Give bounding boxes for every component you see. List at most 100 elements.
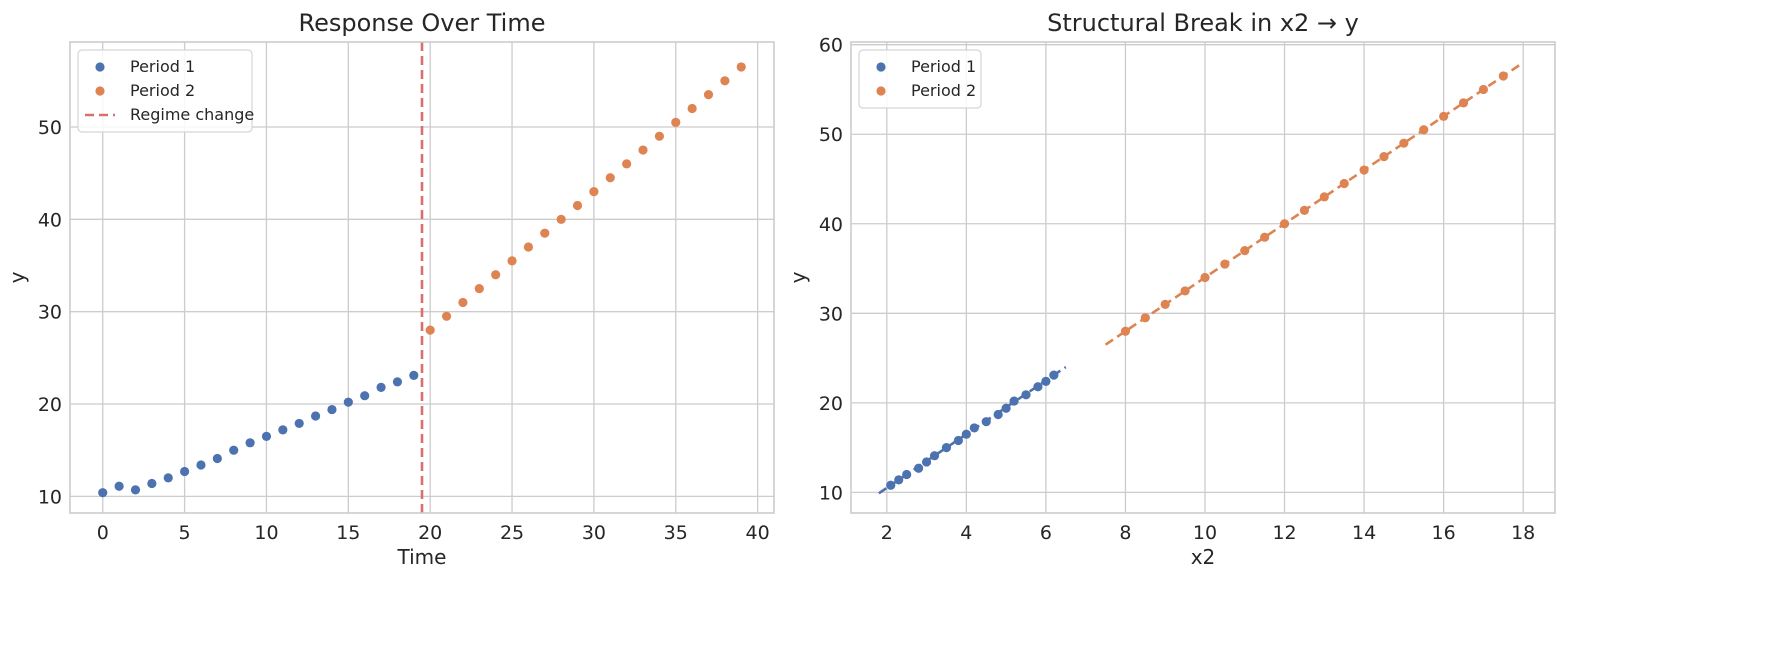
chart-panel-response-over-time: 0 5 10 15 20 25 30 35 40 10 20 30 40 50 Response Over… bbox=[5, 9, 775, 569]
legend-entry: Period 2 bbox=[911, 81, 976, 100]
legend-marker bbox=[876, 62, 886, 72]
data-point bbox=[1339, 178, 1349, 189]
data-point bbox=[1319, 192, 1329, 202]
data-point bbox=[1140, 313, 1150, 323]
chart-title: Response Over Time bbox=[299, 9, 546, 37]
x-tick-label: 10 bbox=[1193, 522, 1217, 544]
legend-marker bbox=[876, 86, 886, 96]
data-point bbox=[1049, 370, 1059, 380]
data-point bbox=[894, 475, 904, 485]
y-axis-label: y bbox=[5, 271, 29, 283]
data-point bbox=[491, 270, 501, 280]
data-point bbox=[736, 62, 746, 72]
legend-box bbox=[858, 49, 982, 109]
y-tick-label: 60 bbox=[819, 35, 843, 57]
data-point bbox=[886, 480, 896, 490]
data-point bbox=[294, 418, 304, 429]
data-point bbox=[953, 435, 963, 446]
data-point bbox=[1299, 205, 1310, 215]
data-point bbox=[1498, 71, 1508, 81]
data-point bbox=[458, 297, 468, 308]
x-tick-label: 10 bbox=[254, 522, 278, 544]
data-point bbox=[622, 159, 632, 169]
x-tick-label: 30 bbox=[582, 522, 606, 544]
data-point bbox=[1458, 98, 1469, 108]
data-point bbox=[921, 457, 932, 467]
data-point bbox=[196, 460, 206, 470]
data-point bbox=[327, 404, 337, 415]
data-point bbox=[1041, 376, 1051, 386]
x-tick-label: 2 bbox=[881, 522, 893, 544]
data-point bbox=[474, 283, 484, 294]
data-point bbox=[278, 425, 288, 435]
data-point bbox=[360, 391, 370, 401]
x-tick-label: 15 bbox=[336, 522, 360, 544]
y-tick-label: 10 bbox=[819, 482, 843, 504]
data-point bbox=[687, 103, 697, 114]
x-tick-label: 40 bbox=[746, 522, 770, 544]
data-point bbox=[1220, 259, 1230, 269]
data-point bbox=[392, 377, 403, 387]
data-point bbox=[1160, 299, 1170, 309]
data-point bbox=[343, 397, 353, 407]
data-point bbox=[1260, 232, 1270, 242]
data-point bbox=[654, 131, 664, 141]
data-point bbox=[1439, 111, 1449, 121]
y-tick-label: 40 bbox=[819, 214, 843, 236]
y-tick-label: 30 bbox=[38, 302, 62, 324]
x-tick-label: 0 bbox=[97, 522, 109, 544]
x-axis-label: Time bbox=[397, 545, 447, 569]
x-tick-label: 12 bbox=[1272, 522, 1296, 544]
data-point bbox=[212, 453, 222, 464]
data-point bbox=[147, 478, 157, 489]
data-point bbox=[98, 488, 108, 498]
data-point bbox=[1279, 219, 1290, 229]
data-point bbox=[229, 445, 239, 455]
x-tick-label: 5 bbox=[179, 522, 191, 544]
data-point bbox=[572, 200, 583, 211]
legend-entry: Period 1 bbox=[911, 57, 976, 76]
data-point bbox=[409, 370, 419, 380]
data-point bbox=[1021, 390, 1031, 400]
legend-box bbox=[77, 49, 253, 133]
legend-entry: Period 2 bbox=[130, 81, 195, 100]
x-tick-label: 20 bbox=[418, 522, 442, 544]
data-point bbox=[1379, 152, 1389, 162]
data-point bbox=[114, 481, 124, 491]
y-tick-label: 50 bbox=[819, 124, 843, 146]
legend-entry: Regime change bbox=[130, 105, 254, 124]
x-tick-label: 4 bbox=[960, 522, 972, 544]
data-point bbox=[1033, 382, 1043, 392]
data-point bbox=[941, 443, 952, 453]
data-point bbox=[1240, 246, 1250, 256]
legend: Period 1 Period 2 Regime change bbox=[77, 49, 254, 133]
data-point bbox=[720, 76, 730, 86]
data-point bbox=[929, 451, 940, 461]
data-point bbox=[261, 431, 272, 441]
data-point bbox=[981, 417, 991, 427]
data-point bbox=[969, 423, 979, 433]
y-tick-label: 20 bbox=[819, 393, 843, 415]
data-point bbox=[961, 429, 971, 439]
x-tick-label: 16 bbox=[1432, 522, 1456, 544]
data-point bbox=[638, 145, 648, 155]
data-point bbox=[1359, 165, 1369, 175]
legend: Period 1 Period 2 bbox=[858, 49, 982, 109]
y-tick-label: 10 bbox=[38, 486, 62, 508]
data-point bbox=[180, 466, 190, 477]
data-point bbox=[507, 256, 517, 266]
data-point bbox=[605, 173, 615, 183]
data-point bbox=[914, 463, 924, 473]
x-axis-label: x2 bbox=[1191, 545, 1216, 569]
data-point bbox=[1120, 326, 1131, 336]
data-point bbox=[441, 311, 452, 321]
data-point bbox=[1419, 125, 1429, 135]
data-point bbox=[1200, 272, 1210, 283]
y-tick-label: 50 bbox=[38, 117, 62, 139]
x-tick-label: 6 bbox=[1040, 522, 1052, 544]
y-axis-label: y bbox=[786, 271, 810, 283]
y-tick-label: 30 bbox=[819, 303, 843, 325]
plot-frame bbox=[850, 41, 1556, 514]
data-point bbox=[902, 469, 912, 480]
